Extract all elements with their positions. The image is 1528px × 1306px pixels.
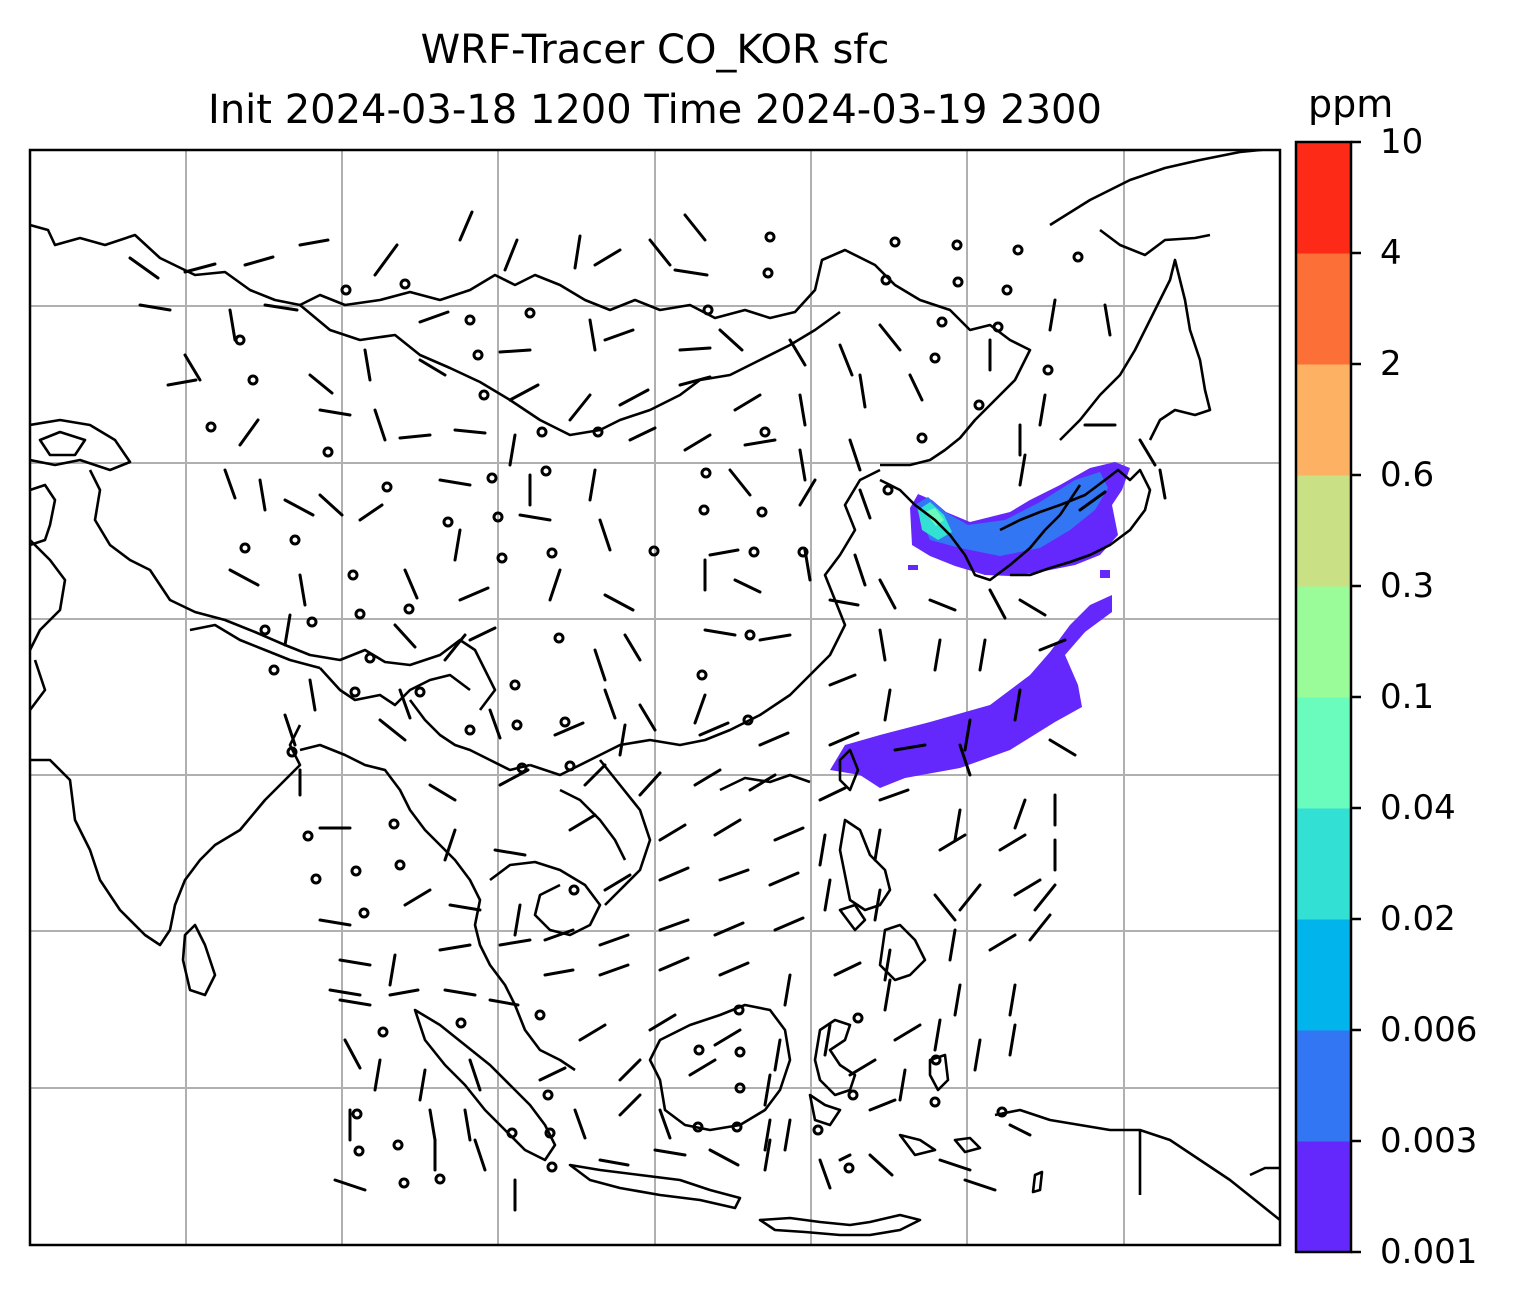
colorbar-segment	[1296, 142, 1351, 254]
colorbar-tick-label: 4	[1380, 233, 1402, 273]
co-plume-southern	[830, 595, 1112, 788]
map-frame	[28, 148, 1282, 1247]
colorbar-tick-label: 0.3	[1380, 566, 1435, 606]
calm-wind-markers	[205, 231, 1084, 1189]
map-title-line2: Init 2024-03-18 1200 Time 2024-03-19 230…	[208, 87, 1102, 133]
map-title-line1: WRF-Tracer CO_KOR sfc	[420, 27, 890, 73]
colorbar-segment	[1296, 586, 1351, 698]
gridlines	[30, 150, 1280, 1245]
co-plume-northern-mid	[915, 472, 1108, 556]
colorbar-segment	[1296, 1141, 1351, 1253]
colorbar-tick-label: 0.04	[1380, 788, 1456, 828]
colorbar-tick-label: 0.02	[1380, 899, 1456, 939]
colorbar-tick-label: 0.1	[1380, 677, 1435, 717]
colorbar-segment	[1296, 364, 1351, 476]
colorbar-unit: ppm	[1308, 82, 1394, 126]
colorbar-segment	[1296, 475, 1351, 587]
colorbar-tick-label: 0.006	[1380, 1010, 1478, 1050]
coastlines	[30, 150, 1280, 1237]
co-plume	[830, 462, 1130, 788]
colorbar-segment	[1296, 253, 1351, 365]
colorbar-tick-label: 2	[1380, 344, 1402, 384]
colorbar-tick-label: 0.003	[1380, 1121, 1478, 1161]
colorbar-tick-label: 0.6	[1380, 455, 1435, 495]
colorbar-segment	[1296, 919, 1351, 1031]
colorbar-tick-label: 10	[1380, 122, 1424, 162]
colorbar	[1294, 140, 1361, 1254]
wind-barbs	[128, 210, 1167, 1212]
colorbar-segment	[1296, 808, 1351, 920]
co-plume-core-inner	[925, 508, 944, 526]
colorbar-tick-label: 0.001	[1380, 1232, 1478, 1272]
colorbar-segment	[1296, 697, 1351, 809]
colorbar-segment	[1296, 1030, 1351, 1142]
